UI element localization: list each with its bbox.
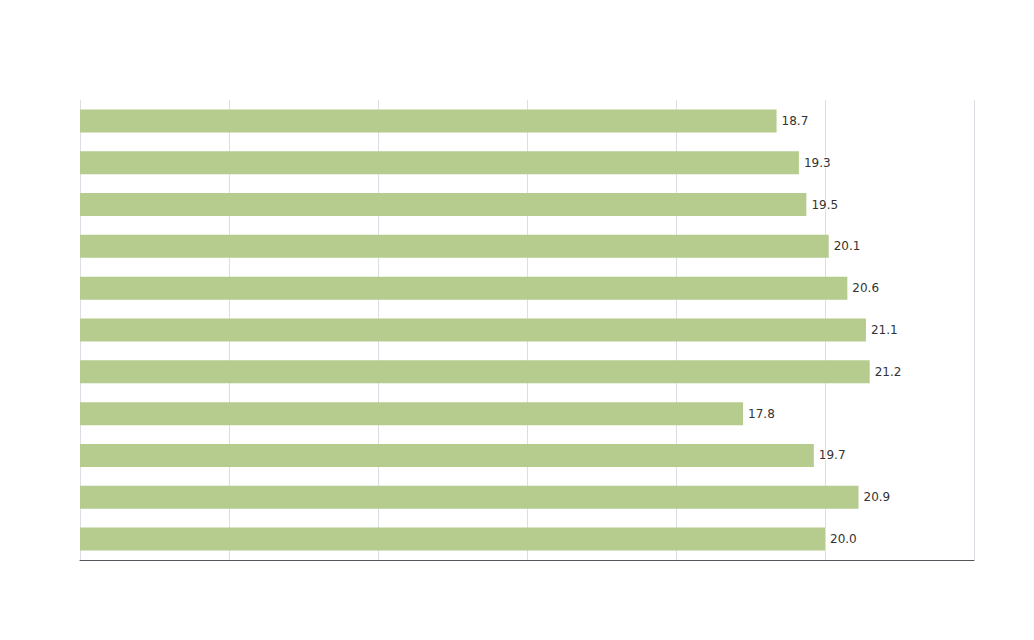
svg-text:20.1: 20.1 [834, 239, 861, 253]
svg-text:21.2: 21.2 [875, 365, 902, 379]
svg-text:18.7: 18.7 [782, 114, 809, 128]
svg-text:20.0: 20.0 [830, 532, 857, 546]
svg-text:17.8: 17.8 [748, 407, 775, 421]
svg-text:20.9: 20.9 [864, 490, 891, 504]
svg-text:19.7: 19.7 [819, 448, 846, 462]
svg-text:19.5: 19.5 [811, 198, 838, 212]
svg-text:20.6: 20.6 [852, 281, 879, 295]
svg-text:19.3: 19.3 [804, 156, 831, 170]
svg-text:21.1: 21.1 [871, 323, 898, 337]
